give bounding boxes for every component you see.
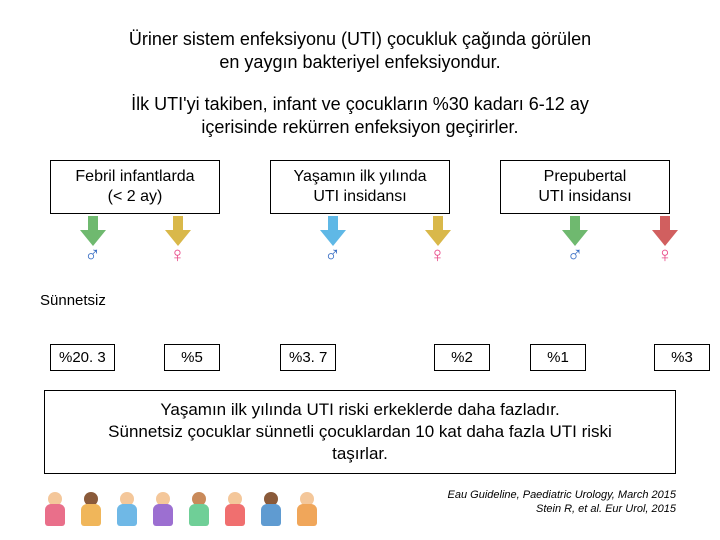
arrow-col: ♀ xyxy=(135,216,220,266)
arrow-col: ♂ xyxy=(50,216,135,266)
female-icon: ♀ xyxy=(657,244,674,266)
pct-box: %3. 7 xyxy=(280,344,336,371)
subtitle-line2: içerisinde rekürren enfeksiyon geçirirle… xyxy=(201,117,518,137)
arrow-col: ♀ xyxy=(385,216,490,266)
kid-icon xyxy=(292,490,322,534)
kids-illustration xyxy=(40,490,322,534)
box2-line2: UTI insidansı xyxy=(313,188,406,205)
box-febril: Febril infantlarda (< 2 ay) xyxy=(50,160,220,214)
pct-box: %5 xyxy=(164,344,220,371)
arrows-row: ♂ ♀ ♂ ♀ ♂ ♀ xyxy=(40,216,680,276)
kid-icon xyxy=(184,490,214,534)
kid-icon xyxy=(220,490,250,534)
citation-line2: Stein R, et al. Eur Urol, 2015 xyxy=(536,503,676,515)
percent-row: %20. 3 %5 %3. 7 %2 %1 %3 xyxy=(40,344,680,374)
arrow-group-3: ♂ ♀ xyxy=(530,216,710,266)
box-first-year: Yaşamın ilk yılında UTI insidansı xyxy=(270,160,450,214)
summary-line2: Sünnetsiz çocuklar sünnetli çocuklardan … xyxy=(108,422,612,441)
kid-icon xyxy=(112,490,142,534)
kid-icon xyxy=(76,490,106,534)
box3-line2: UTI insidansı xyxy=(538,188,631,205)
title-line2: en yaygın bakteriyel enfeksiyondur. xyxy=(219,52,500,72)
pct-group-3: %1 %3 xyxy=(530,344,710,371)
kid-icon xyxy=(148,490,178,534)
title: Üriner sistem enfeksiyonu (UTI) çocukluk… xyxy=(40,28,680,75)
summary-line3: taşırlar. xyxy=(332,444,388,463)
arrow-col: ♀ xyxy=(620,216,710,266)
sunnetsiz-label: Sünnetsiz xyxy=(40,292,106,309)
summary-line1: Yaşamın ilk yılında UTI riski erkeklerde… xyxy=(160,400,559,419)
kid-icon xyxy=(256,490,286,534)
male-icon: ♂ xyxy=(84,244,101,266)
box2-line1: Yaşamın ilk yılında xyxy=(293,168,426,185)
arrow-group-2: ♂ ♀ xyxy=(280,216,490,266)
summary-box: Yaşamın ilk yılında UTI riski erkeklerde… xyxy=(44,390,676,474)
citation-line1: Eau Guideline, Paediatric Urology, March… xyxy=(448,489,676,501)
male-icon: ♂ xyxy=(567,244,584,266)
male-icon: ♂ xyxy=(324,244,341,266)
pct-group-1: %20. 3 %5 xyxy=(50,344,220,371)
pct-box: %1 xyxy=(530,344,586,371)
box1-line1: Febril infantlarda xyxy=(75,168,194,185)
subtitle: İlk UTI'yi takiben, infant ve çocukların… xyxy=(40,93,680,140)
box-prepubertal: Prepubertal UTI insidansı xyxy=(500,160,670,214)
arrow-col: ♂ xyxy=(280,216,385,266)
female-icon: ♀ xyxy=(169,244,186,266)
kid-icon xyxy=(40,490,70,534)
arrow-group-1: ♂ ♀ xyxy=(50,216,220,266)
pct-box: %2 xyxy=(434,344,490,371)
female-icon: ♀ xyxy=(429,244,446,266)
subtitle-line1: İlk UTI'yi takiben, infant ve çocukların… xyxy=(131,94,589,114)
pct-group-2: %3. 7 %2 xyxy=(280,344,490,371)
category-boxes: Febril infantlarda (< 2 ay) Yaşamın ilk … xyxy=(40,160,680,214)
pct-box: %20. 3 xyxy=(50,344,115,371)
box1-line2: (< 2 ay) xyxy=(108,188,163,205)
title-line1: Üriner sistem enfeksiyonu (UTI) çocukluk… xyxy=(129,29,591,49)
box3-line1: Prepubertal xyxy=(544,168,627,185)
pct-box: %3 xyxy=(654,344,710,371)
arrow-col: ♂ xyxy=(530,216,620,266)
